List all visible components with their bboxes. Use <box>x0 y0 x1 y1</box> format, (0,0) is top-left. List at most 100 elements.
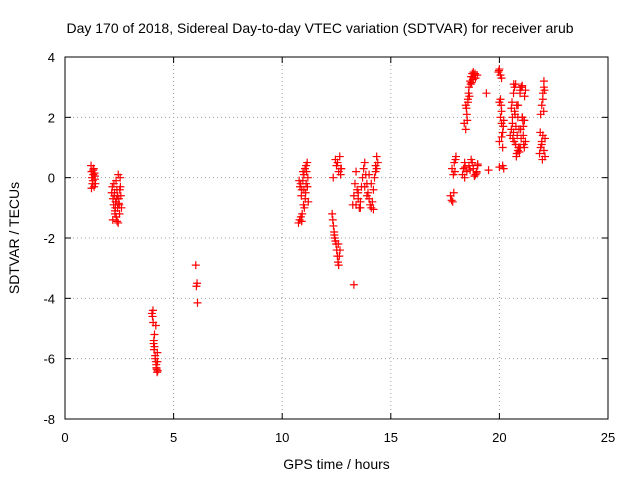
data-point <box>352 167 361 176</box>
data-point <box>369 205 378 214</box>
data-point <box>512 152 521 161</box>
data-point <box>352 200 361 209</box>
data-point <box>511 110 520 119</box>
data-point <box>349 280 358 289</box>
data-point <box>516 89 525 98</box>
y-axis-label: SDTVAR / TECUs <box>6 181 22 295</box>
data-point <box>498 128 507 137</box>
x-tick-label: 10 <box>275 430 289 445</box>
data-point <box>516 143 525 152</box>
data-point <box>89 166 98 175</box>
data-point <box>370 173 379 182</box>
data-point <box>518 81 527 90</box>
y-tick-label: -6 <box>43 352 55 367</box>
data-point <box>536 128 545 137</box>
x-tick-label: 20 <box>492 430 506 445</box>
data-point <box>509 80 518 89</box>
data-point <box>152 365 161 374</box>
data-point <box>112 176 121 185</box>
data-point <box>349 191 358 200</box>
data-point <box>303 173 312 182</box>
axis-ticks: 0 5 10 15 20 25 -8 -6 -4 -2 0 2 4 <box>43 50 615 445</box>
data-point <box>328 209 337 218</box>
data-point <box>114 170 123 179</box>
data-point <box>151 321 160 330</box>
data-point <box>193 298 202 307</box>
data-point <box>359 164 368 173</box>
data-point <box>368 197 377 206</box>
data-point <box>539 107 548 116</box>
data-point <box>367 179 376 188</box>
data-point <box>537 140 546 149</box>
data-point <box>114 199 123 208</box>
data-point <box>460 173 469 182</box>
data-point <box>465 92 474 101</box>
data-point <box>113 191 122 200</box>
data-point <box>511 122 520 131</box>
data-point <box>299 167 308 176</box>
data-point <box>354 188 363 197</box>
data-point <box>153 348 162 357</box>
data-point <box>334 240 343 249</box>
data-point <box>295 176 304 185</box>
data-point <box>461 163 470 172</box>
data-point <box>331 155 340 164</box>
data-point <box>114 218 123 227</box>
data-point <box>360 182 369 191</box>
y-tick-label: -8 <box>43 412 55 427</box>
data-point <box>495 163 504 172</box>
data-point <box>329 173 338 182</box>
data-point <box>334 261 343 270</box>
data-point <box>538 155 547 164</box>
data-point <box>362 191 371 200</box>
data-point <box>508 134 517 143</box>
data-point <box>193 279 202 288</box>
x-tick-label: 0 <box>61 430 68 445</box>
data-point <box>329 221 338 230</box>
data-point <box>91 179 100 188</box>
data-point <box>513 131 522 140</box>
data-point <box>303 158 312 167</box>
data-point <box>365 170 374 179</box>
data-point <box>498 143 507 152</box>
data-point <box>499 122 508 131</box>
data-point <box>535 149 544 158</box>
data-point <box>328 215 337 224</box>
data-point <box>369 185 378 194</box>
data-point <box>516 125 525 134</box>
y-tick-label: 0 <box>48 171 55 186</box>
data-point <box>484 166 493 175</box>
data-point <box>449 170 458 179</box>
data-point <box>372 152 381 161</box>
data-point <box>336 164 345 173</box>
data-point <box>148 306 157 315</box>
data-point <box>113 217 122 226</box>
y-tick-label: -4 <box>43 291 55 306</box>
data-point <box>335 252 344 261</box>
data-point <box>111 203 120 212</box>
x-tick-label: 5 <box>170 430 177 445</box>
data-point <box>299 185 308 194</box>
data-point <box>301 194 310 203</box>
y-tick-label: 4 <box>48 50 55 65</box>
x-tick-label: 15 <box>384 430 398 445</box>
chart-title: Day 170 of 2018, Sidereal Day-to-day VTE… <box>66 20 574 36</box>
data-point <box>472 169 481 178</box>
y-tick-label: -2 <box>43 231 55 246</box>
data-point <box>473 71 482 80</box>
data-point <box>449 188 458 197</box>
data-point <box>466 166 475 175</box>
data-point <box>153 357 162 366</box>
data-point <box>539 146 548 155</box>
data-point <box>335 152 344 161</box>
data-point <box>482 89 491 98</box>
data-point <box>356 203 365 212</box>
data-point <box>90 172 99 181</box>
data-point <box>507 104 516 113</box>
data-point <box>496 95 505 104</box>
data-point <box>448 197 457 206</box>
data-point <box>115 185 124 194</box>
data-point <box>494 66 503 75</box>
